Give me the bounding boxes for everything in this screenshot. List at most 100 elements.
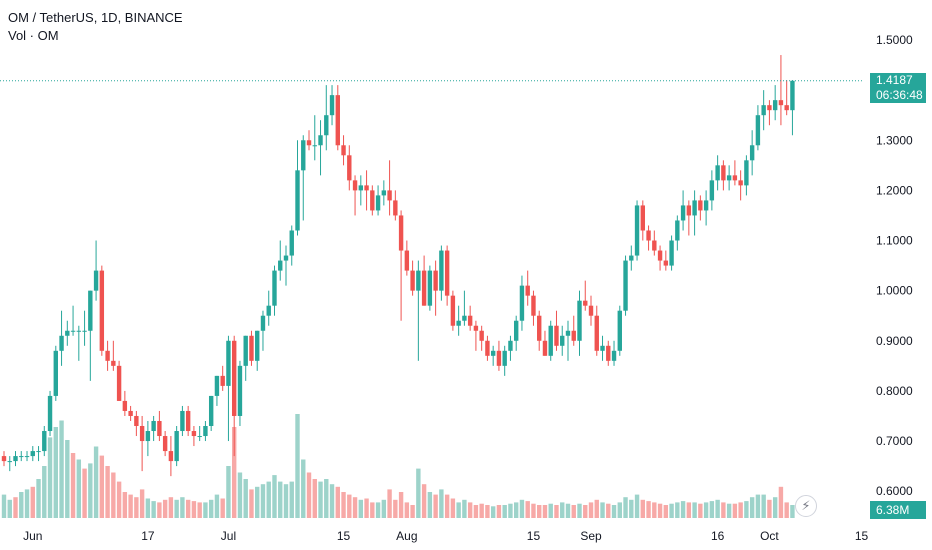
candle-body (70, 330, 76, 332)
candle-body (208, 395, 214, 427)
volume-bar (134, 497, 139, 518)
candle-body (266, 305, 271, 316)
volume-bar (749, 497, 755, 518)
volume-bar (680, 501, 686, 518)
volume-bar (790, 505, 795, 518)
volume-bar (427, 492, 433, 518)
volume-bar (70, 453, 76, 518)
volume-indicator-label: Vol · OM (8, 28, 59, 43)
candle-body (157, 420, 162, 437)
volume-bar (168, 497, 174, 518)
volume-bar (410, 505, 415, 518)
volume-bar (755, 494, 761, 518)
volume-bar (721, 502, 726, 518)
volume-bar (1, 494, 7, 518)
price-axis[interactable]: 1.50001.40001.30001.20001.10001.00000.90… (876, 33, 913, 498)
volume-bar (243, 479, 248, 518)
candle-body (749, 145, 755, 161)
volume-bar (738, 502, 743, 518)
candle-body (531, 295, 536, 316)
candle-body (513, 320, 519, 341)
volume-bar (295, 414, 300, 518)
volume-bar (324, 479, 329, 518)
volume-bar (623, 497, 628, 518)
volume-bar (594, 499, 599, 518)
y-tick-label: 1.0000 (876, 284, 913, 298)
volume-bar (358, 499, 364, 518)
candle-body (767, 105, 772, 111)
candle-body (606, 345, 611, 361)
volume-bar (548, 503, 553, 518)
candle-body (289, 230, 294, 256)
volume-bar (784, 502, 789, 518)
x-tick-label: Aug (396, 529, 417, 543)
volume-bar (571, 505, 576, 518)
volume-bar (139, 489, 145, 518)
candle-body (30, 451, 35, 457)
y-tick-label: 0.8000 (876, 384, 913, 398)
volume-bar (404, 502, 410, 518)
volume-bar (513, 502, 519, 518)
candle-body (99, 270, 105, 351)
candle-body (542, 340, 548, 356)
volume-bar (162, 499, 168, 518)
lightning-icon[interactable]: ⚡ (795, 495, 817, 517)
candle-body (669, 240, 674, 266)
candle-body (427, 270, 433, 306)
candle-body (243, 335, 248, 366)
volume-bar (260, 484, 266, 518)
candle-body (24, 456, 30, 458)
candle-body (462, 315, 467, 321)
volume-bar (13, 497, 18, 518)
candle-body (600, 345, 605, 351)
candle-body (82, 330, 87, 332)
x-tick-label: Sep (580, 529, 602, 543)
volume-bar (502, 505, 507, 518)
volume-bar (761, 494, 766, 518)
volume-bar (444, 494, 450, 518)
volume-bar (588, 502, 594, 518)
volume-bar (473, 505, 479, 518)
volume-tag: 6.38M (870, 501, 926, 519)
candle-body (698, 200, 703, 211)
candle-body (203, 426, 208, 437)
volume-bar (508, 503, 513, 518)
volume-bar (542, 505, 548, 518)
candle-body (646, 230, 651, 241)
candle-body (122, 400, 128, 411)
candle-body (755, 115, 761, 146)
candle-body (128, 410, 133, 416)
volume-bar (531, 503, 536, 518)
candle-body (790, 80, 795, 111)
candle-body (278, 260, 283, 271)
candle-body (784, 105, 789, 111)
candle-body (335, 95, 340, 146)
candle-body (375, 195, 381, 211)
candle-body (508, 340, 513, 351)
volume-bar (629, 499, 634, 518)
volume-bar (151, 501, 156, 518)
volume-bar (703, 502, 709, 518)
time-axis[interactable]: Jun 17 Jul 15 Aug 15 Sep 16 Oct 15 (23, 529, 868, 543)
volume-bar (554, 505, 559, 518)
volume-value: 6.38M (876, 503, 910, 517)
volume-bar (105, 466, 110, 518)
volume-bar (387, 489, 392, 518)
volume-bar (335, 486, 340, 518)
volume-bar (88, 463, 93, 518)
candle-body (703, 200, 709, 211)
candle-body (226, 340, 231, 386)
x-tick-label: 15 (855, 529, 869, 543)
volume-bar (565, 503, 571, 518)
volume-bar (47, 437, 53, 518)
volume-bar (560, 502, 565, 518)
candle-body (404, 250, 410, 271)
candle-body (318, 135, 323, 146)
candle-body (260, 315, 266, 331)
volume-bar (329, 484, 335, 518)
volume-bar (692, 502, 697, 518)
volume-bars (1, 414, 795, 518)
last-price-value: 1.4187 (876, 72, 913, 87)
volume-bar (709, 501, 715, 518)
